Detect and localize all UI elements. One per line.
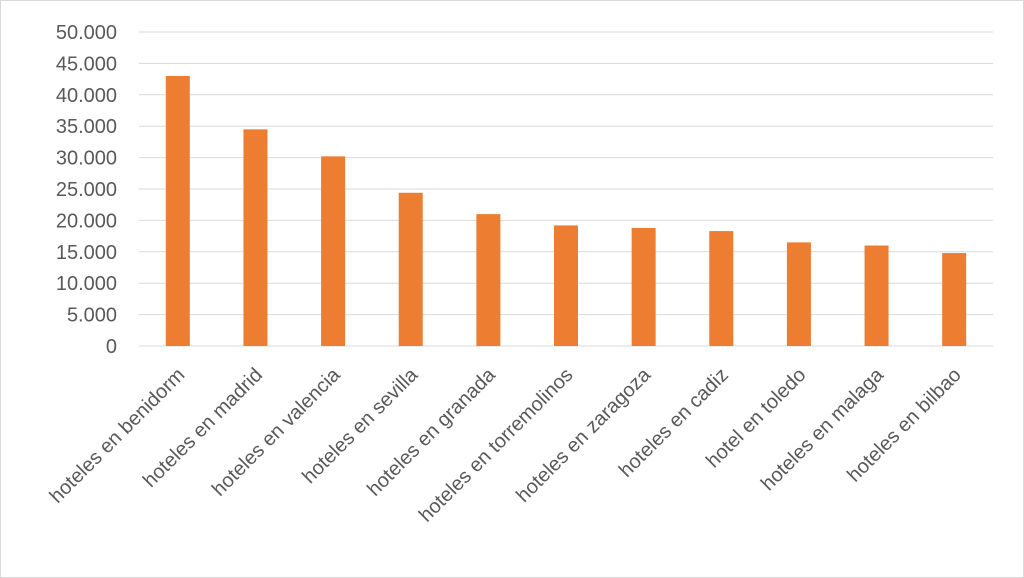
y-tick-label: 25.000 [56, 179, 117, 201]
x-category-label: hoteles en torremolinos [415, 364, 578, 527]
bar [243, 129, 268, 346]
bar [554, 225, 578, 346]
y-tick-label: 45.000 [56, 53, 117, 75]
gridlines [139, 31, 993, 347]
y-tick-label: 5.000 [67, 305, 117, 327]
x-category-label: hoteles en granada [363, 363, 500, 500]
x-category-label: hoteles en valencia [208, 363, 345, 500]
y-tick-label: 10.000 [56, 273, 117, 295]
bars [165, 75, 967, 347]
y-tick-label: 15.000 [56, 242, 117, 264]
bar [786, 242, 811, 346]
y-tick-label: 35.000 [56, 116, 117, 138]
bar [631, 227, 656, 346]
bar [709, 231, 734, 346]
bar [321, 156, 346, 346]
bar [942, 253, 967, 346]
bar [398, 192, 423, 346]
y-axis-tick-labels: 0 5.000 10.000 15.000 20.000 25.000 30.000 35.0… [56, 22, 117, 358]
y-tick-label: 30.000 [56, 148, 117, 170]
y-tick-label: 0 [106, 336, 117, 358]
y-tick-label: 40.000 [56, 85, 117, 107]
y-tick-label: 50.000 [56, 22, 117, 44]
x-category-label: hoteles en benidorm [46, 364, 190, 508]
bar [864, 245, 889, 346]
bar [165, 75, 190, 347]
x-category-label: hoteles en zaragoza [512, 363, 656, 507]
y-tick-label: 20.000 [56, 210, 117, 232]
bar [476, 214, 501, 346]
